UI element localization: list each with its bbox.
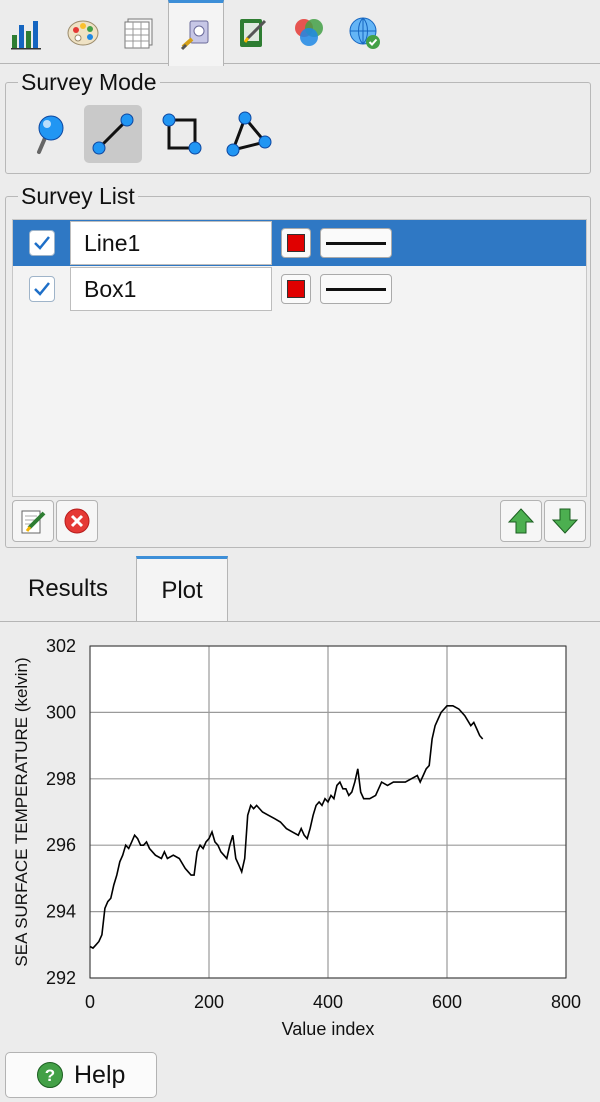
move-up-icon: [507, 508, 535, 534]
x-tick-label: 200: [194, 992, 224, 1012]
mode-point-button[interactable]: [22, 105, 80, 163]
x-axis-label: Value index: [282, 1019, 375, 1039]
tab-survey[interactable]: [168, 0, 224, 66]
tab-grid[interactable]: [112, 4, 166, 62]
x-tick-label: 0: [85, 992, 95, 1012]
sst-series-line: [89, 705, 484, 950]
tab-globe[interactable]: [338, 4, 392, 62]
plot-frame: [89, 645, 567, 979]
line1-name-field[interactable]: Line1: [70, 221, 272, 265]
globe-check-icon: [349, 17, 380, 49]
line-style-preview: [326, 241, 386, 245]
survey-tool-icon: [180, 20, 209, 50]
move-down-icon: [551, 508, 579, 534]
y-tick-labels: 292 294 296 298 300 302: [46, 636, 76, 988]
tab-palette[interactable]: [56, 4, 110, 62]
tab-plot[interactable]: Plot: [136, 556, 228, 622]
x-tick-label: 600: [432, 992, 462, 1012]
y-axis-label: SEA SURFACE TEMPERATURE (kelvin): [12, 657, 31, 966]
help-label: Help: [74, 1060, 126, 1089]
y-tick-label: 294: [46, 902, 76, 922]
survey-list[interactable]: Line1 Box1: [12, 219, 587, 497]
survey-list-group: Survey List: [5, 183, 591, 548]
x-tick-labels: 0 200 400 600 800: [85, 992, 581, 1012]
x-tick-label: 400: [313, 992, 343, 1012]
y-tick-label: 296: [46, 835, 76, 855]
box1-color-swatch: [287, 280, 305, 298]
delete-button[interactable]: [56, 500, 98, 542]
list-item-line1[interactable]: Line1: [13, 220, 586, 266]
y-tick-label: 300: [46, 702, 76, 722]
tab-circles[interactable]: [282, 4, 336, 62]
line1-color-button[interactable]: [281, 228, 311, 258]
line1-checkbox[interactable]: [29, 230, 55, 256]
survey-mode-title: Survey Mode: [18, 69, 160, 95]
survey-mode-group: Survey Mode: [5, 69, 591, 174]
bar-chart-icon: [11, 21, 41, 50]
list-item-box1[interactable]: Box1: [13, 266, 586, 312]
box1-checkbox[interactable]: [29, 276, 55, 302]
delete-icon: [64, 508, 90, 534]
edit-button[interactable]: [12, 500, 54, 542]
polygon-icon: [226, 111, 272, 157]
y-tick-label: 298: [46, 769, 76, 789]
point-pin-icon: [37, 115, 64, 154]
palette-icon: [67, 20, 99, 46]
color-circles-icon: [295, 19, 323, 46]
checkmark-icon: [34, 282, 50, 296]
tab-notebook[interactable]: [226, 4, 280, 62]
tab-chart[interactable]: [0, 4, 54, 62]
line1-line-style-button[interactable]: [320, 228, 392, 258]
box1-line-style-button[interactable]: [320, 274, 392, 304]
help-button[interactable]: ? Help: [5, 1052, 157, 1098]
y-tick-label: 302: [46, 636, 76, 656]
checkmark-icon: [34, 236, 50, 250]
line-style-preview: [326, 287, 386, 291]
help-icon: ?: [37, 1062, 63, 1088]
mode-line-button[interactable]: [84, 105, 142, 163]
svg-text:?: ?: [45, 1066, 55, 1085]
mode-polygon-button[interactable]: [220, 105, 278, 163]
edit-icon: [21, 510, 46, 534]
tab-divider: [0, 621, 600, 622]
x-tick-label: 800: [551, 992, 581, 1012]
y-tick-label: 292: [46, 968, 76, 988]
box-icon: [162, 113, 202, 155]
move-down-button[interactable]: [544, 500, 586, 542]
sst-line-chart: 0 200 400 600 800 292 294 296 298 300 302 Value i…: [12, 636, 581, 1039]
grid-table-icon: [124, 18, 153, 49]
mode-box-button[interactable]: [152, 105, 210, 163]
tab-results[interactable]: Results: [27, 575, 109, 602]
survey-list-title: Survey List: [18, 183, 138, 209]
box1-name-field[interactable]: Box1: [70, 267, 272, 311]
top-toolbar: [0, 0, 600, 66]
line-segment-icon: [92, 113, 134, 155]
notebook-edit-icon: [240, 19, 267, 47]
box1-color-button[interactable]: [281, 274, 311, 304]
move-up-button[interactable]: [500, 500, 542, 542]
line1-color-swatch: [287, 234, 305, 252]
